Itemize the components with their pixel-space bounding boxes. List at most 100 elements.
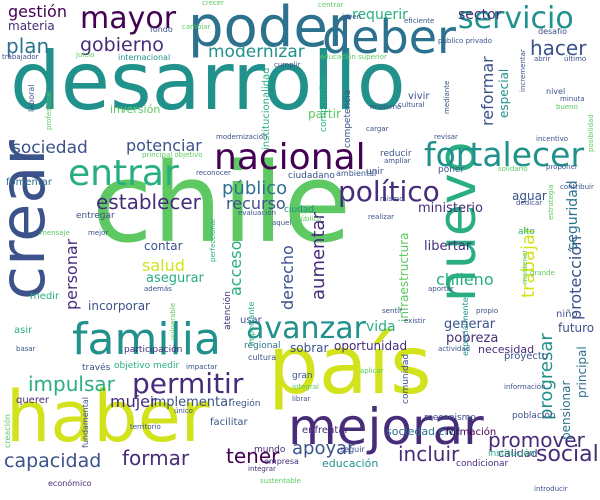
word-calidad: calidad: [498, 447, 538, 460]
word-objetivo-medir: objetivo medir: [114, 361, 180, 371]
word-revisar: revisar: [434, 133, 458, 141]
word-trabajador: trabajador: [2, 53, 39, 61]
word-eficiente: eficiente: [404, 17, 435, 25]
word-futuro: futuro: [558, 321, 595, 335]
word-introducir: introducir: [534, 485, 568, 493]
word-fondo: fondo: [150, 25, 173, 34]
word-poder: poder: [188, 0, 351, 60]
word-implementar: implementar: [150, 395, 234, 410]
word-pensionar: pensionar: [559, 380, 573, 440]
word-pais: país: [268, 319, 432, 412]
word-vulnerable: vulnerable: [169, 302, 177, 340]
word-actividad: actividad: [438, 345, 471, 353]
word-permitir: permitir: [132, 367, 244, 400]
word-requerir: requerir: [352, 7, 408, 23]
word-apoyar: apoyar: [292, 438, 355, 459]
word-perfeccionar: perfeccionar: [209, 218, 217, 262]
word-territorio: territorio: [130, 423, 161, 431]
word-sobrar: sobrar: [290, 341, 329, 355]
word-mediante: mediante: [443, 80, 451, 114]
word-ciudad: ciudad: [284, 205, 315, 215]
word-vivir: vivir: [408, 91, 430, 102]
word-oportunidad: oportunidad: [334, 339, 408, 353]
word-incluir: incluir: [398, 442, 460, 466]
word-educacion: educación: [322, 457, 379, 470]
word-alto: alto: [518, 227, 536, 237]
word-progresar: progresar: [536, 333, 557, 420]
word-cultural: cultural: [398, 101, 425, 109]
word-aquel: aquel: [272, 219, 292, 227]
word-gobierno: gobierno: [80, 34, 164, 56]
word-plan: plan: [6, 34, 50, 58]
word-mejor: mejor: [88, 229, 109, 237]
word-juicio: juicio: [76, 51, 95, 59]
word-entregar: entregar: [76, 211, 115, 221]
word-internacional: internacional: [118, 53, 171, 62]
word-promover: promover: [488, 428, 585, 452]
word-evaluacion: evaluación: [238, 209, 276, 217]
word-proyecto: proyecto: [504, 351, 548, 362]
word-especial: especial: [497, 68, 511, 118]
word-asir: asir: [14, 325, 33, 336]
word-desafio: desafío: [538, 27, 568, 36]
word-dedicar: dedicar: [516, 199, 543, 207]
word-modernizar: modernizar: [208, 42, 305, 62]
word-region: región: [232, 399, 261, 409]
word-proponer: proponer: [546, 163, 578, 171]
word-materia: materia: [8, 19, 55, 33]
word-profesional: profesional: [45, 91, 53, 130]
word-gestion: gestión: [8, 2, 67, 21]
word-sociedad-civil: sociedad civil: [386, 425, 461, 438]
word-estrategia: estrategia: [547, 184, 555, 220]
word-necesidad: necesidad: [478, 343, 535, 356]
word-querer: querer: [16, 395, 49, 406]
word-entrar: entrar: [68, 153, 179, 194]
word-moderno: moderno: [370, 103, 402, 111]
word-ministerio: ministerio: [418, 201, 483, 216]
word-fundamental: fundamental: [81, 397, 90, 448]
word-enfrentar: enfrentar: [302, 425, 349, 436]
word-economico: económico: [48, 479, 92, 488]
word-solidario: solidario: [498, 165, 528, 173]
word-servicio: servicio: [458, 1, 574, 36]
word-reconocer: reconocer: [196, 169, 231, 177]
word-aplicar: aplicar: [360, 367, 384, 375]
word-atencion: atención: [223, 291, 233, 330]
word-politico: político: [338, 175, 440, 208]
word-facilitar: facilitar: [210, 417, 248, 428]
word-usar: usar: [240, 315, 262, 326]
word-mismo: mismo: [380, 195, 404, 203]
word-incorporar: incorporar: [88, 299, 150, 313]
word-sociedad: sociedad: [12, 138, 88, 158]
word-desarrollo: desarrollo: [10, 35, 406, 128]
word-inversion: inversión: [110, 103, 161, 116]
word-institucion: institución: [488, 449, 535, 459]
word-bueno: bueno: [556, 103, 578, 111]
word-sustentable: sustentable: [260, 477, 301, 485]
word-sentir: sentir: [382, 307, 402, 315]
word-sector: sector: [458, 7, 502, 23]
word-mejorar: mejorar: [288, 398, 484, 456]
word-integral: integral: [292, 383, 319, 391]
word-formacion: formación: [446, 427, 497, 438]
word-establecer: establecer: [96, 190, 201, 214]
word-existir: existir: [404, 317, 426, 325]
word-mujer: mujer: [110, 392, 157, 411]
word-ultimo: último: [564, 55, 587, 63]
word-chile: chile: [92, 139, 351, 267]
word-especialmente: especialmente: [461, 297, 470, 356]
word-chileno: chileno: [436, 270, 494, 289]
word-compromiso: compromiso: [319, 76, 329, 132]
word-derecho: derecho: [278, 245, 297, 310]
word-poner: poner: [438, 165, 465, 175]
word-cultura: cultura: [248, 353, 277, 362]
word-participacion: participación: [124, 345, 183, 355]
word-reducir: reducir: [380, 149, 412, 159]
word-minuta: minuta: [560, 95, 585, 103]
word-realizar: realizar: [368, 213, 395, 221]
word-incentivo: incentivo: [536, 135, 569, 143]
word-importante: importante: [247, 301, 256, 346]
word-joven: joven: [342, 13, 362, 21]
word-contribuir: contribuir: [560, 183, 594, 191]
word-creacion: creación: [3, 414, 12, 448]
